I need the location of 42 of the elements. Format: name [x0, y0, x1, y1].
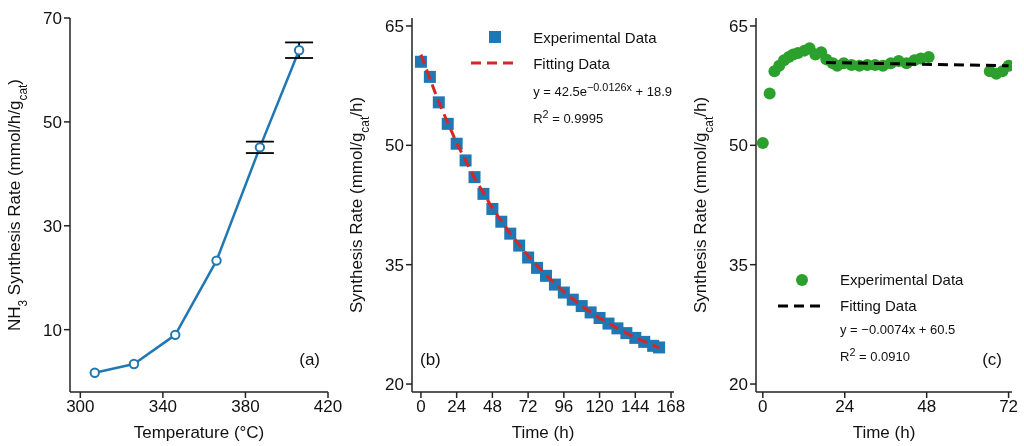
- x-tick-label: 48: [482, 397, 502, 417]
- annotation: R$^{2}$ = 0.0910: [840, 344, 911, 366]
- x-tick-label: 0: [416, 397, 426, 417]
- x-tick-label: 120: [585, 397, 614, 417]
- y-tick-label: 70: [43, 9, 62, 29]
- x-tick-label: 340: [148, 397, 178, 417]
- x-tick-label: 420: [313, 397, 343, 417]
- annotation: (a): [299, 350, 320, 370]
- legend-label: Experimental Data: [533, 28, 657, 46]
- x-axis-title: Time (h): [511, 423, 575, 442]
- y-tick-label: 10: [43, 320, 62, 340]
- y-tick-label: 35: [385, 255, 404, 275]
- annotation: R$^{2}$ = 0.9995: [533, 107, 605, 129]
- y-tick-label: 50: [385, 136, 404, 156]
- x-tick-label: 72: [518, 397, 538, 417]
- annotation: (c): [982, 350, 1002, 370]
- legend-label: Fitting Data: [533, 54, 610, 72]
- y-tick-label: 50: [729, 136, 748, 156]
- x-tick-label: 96: [554, 397, 574, 417]
- x-tick-label: 380: [231, 397, 260, 417]
- x-tick-label: 72: [999, 397, 1019, 417]
- y-tick-label: 65: [385, 16, 404, 36]
- y-tick-label: 20: [385, 375, 404, 395]
- x-tick-label: 24: [447, 397, 467, 417]
- x-tick-label: 48: [917, 397, 937, 417]
- legend-label: Fitting Data: [840, 297, 917, 315]
- x-tick-label: 144: [621, 397, 650, 417]
- x-axis-title: Temperature (°C): [133, 423, 265, 442]
- y-tick-label: 30: [43, 216, 62, 236]
- annotation: y = 42.5e$^{−0.0126x}$ + 18.9: [533, 80, 672, 102]
- x-tick-label: 24: [835, 397, 855, 417]
- y-tick-label: 20: [729, 375, 748, 395]
- x-tick-label: 300: [66, 397, 95, 417]
- x-tick-label: 168: [656, 397, 686, 417]
- annotation: (b): [420, 350, 441, 370]
- legend-label: Experimental Data: [840, 271, 964, 289]
- y-tick-label: 50: [43, 112, 62, 132]
- annotation: y = −0.0074x + 60.5: [840, 320, 957, 339]
- y-tick-label: 35: [729, 255, 748, 275]
- y-tick-label: 65: [729, 16, 748, 36]
- x-tick-label: 0: [758, 397, 768, 417]
- x-axis-title: Time (h): [852, 423, 916, 442]
